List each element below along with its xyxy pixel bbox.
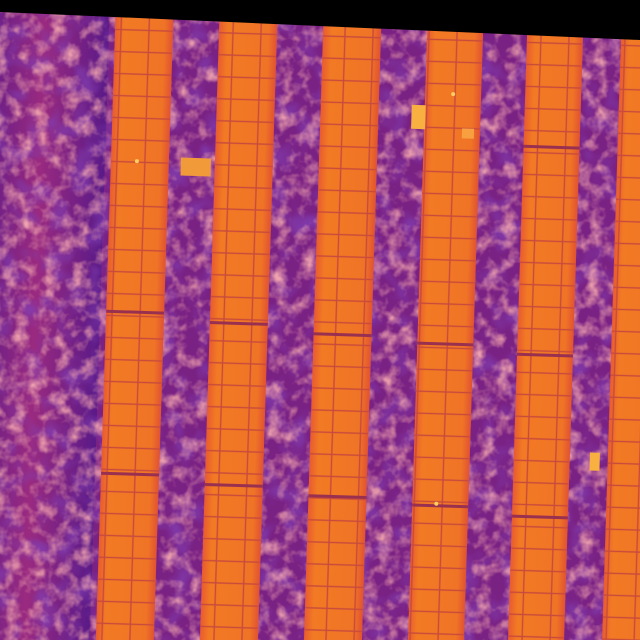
hot-spot <box>411 104 426 130</box>
panel-cells <box>505 14 584 640</box>
panel-break <box>204 482 263 488</box>
panel-cells <box>197 4 278 640</box>
panel-break <box>523 144 580 150</box>
panel-break <box>412 503 469 509</box>
panel-break <box>209 321 268 326</box>
hot-spot <box>589 452 600 471</box>
panel-break <box>106 309 165 315</box>
image-edge <box>0 0 640 40</box>
panel-break <box>313 332 372 338</box>
hot-spot <box>134 159 139 164</box>
panel-rows <box>93 1 640 640</box>
panel-break <box>511 514 568 520</box>
panel-cells <box>301 7 382 640</box>
hot-spot <box>434 501 439 506</box>
panel-break <box>308 494 367 500</box>
panel-break <box>101 471 160 477</box>
panel-break <box>516 352 574 358</box>
hot-spot <box>180 157 212 177</box>
panel-cells <box>405 11 484 640</box>
panel-break <box>417 341 474 347</box>
panel-cells <box>599 17 640 640</box>
hot-spot <box>451 92 456 97</box>
panel-cells <box>93 1 174 640</box>
panel-breaks <box>101 144 580 520</box>
hot-spot <box>461 128 475 139</box>
hot-spots <box>134 92 600 506</box>
